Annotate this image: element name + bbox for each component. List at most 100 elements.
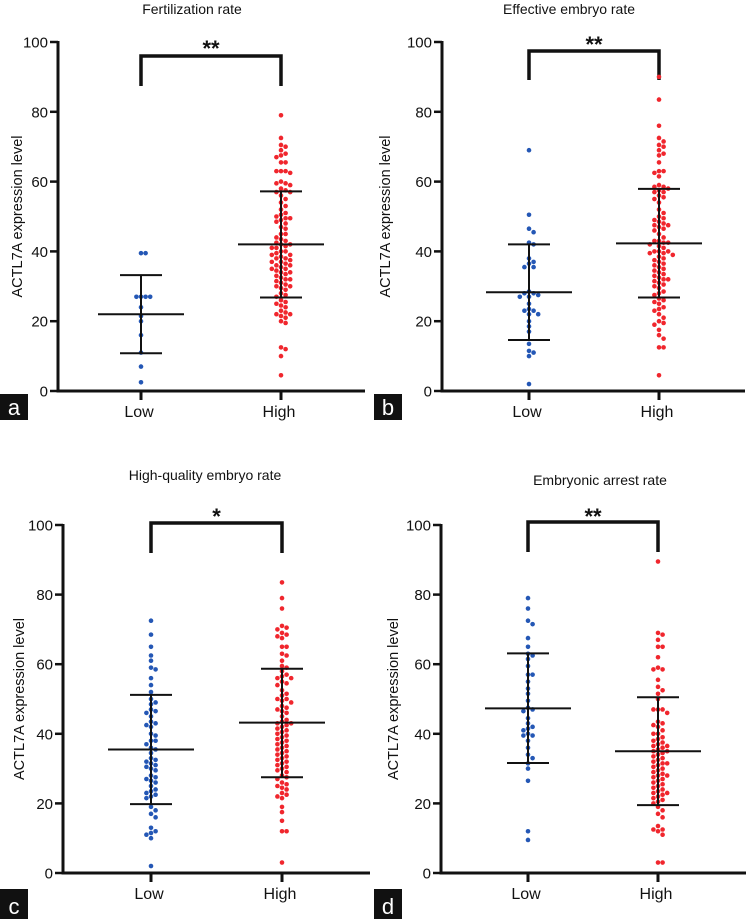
data-point-high: [284, 705, 289, 710]
data-point-high: [660, 667, 665, 672]
data-point-high: [660, 721, 665, 726]
data-point-high: [652, 170, 657, 176]
data-point-high: [661, 226, 666, 232]
data-point-high: [656, 318, 662, 324]
data-point-high: [656, 332, 662, 338]
data-point-high: [279, 623, 285, 629]
data-point-high: [661, 256, 666, 261]
data-point-high: [275, 682, 280, 688]
data-point-low: [153, 787, 158, 792]
data-point-high: [284, 738, 289, 744]
data-point-high: [660, 688, 665, 693]
data-point-high: [283, 181, 288, 186]
data-point-high: [287, 277, 293, 282]
data-point-low: [153, 667, 158, 672]
data-point-high: [269, 245, 275, 251]
y-tick-label: 20: [31, 314, 48, 331]
data-point-low: [531, 264, 536, 270]
data-point-high: [660, 781, 665, 787]
data-point-high: [283, 249, 288, 254]
data-point-low: [530, 672, 535, 677]
data-point-high: [670, 252, 676, 258]
data-point-high: [651, 769, 656, 775]
data-point-high: [283, 320, 288, 326]
data-point-high: [278, 303, 284, 308]
data-point-low: [153, 738, 158, 744]
data-point-high: [660, 771, 665, 777]
y-tick-label: 60: [36, 657, 53, 674]
data-point-high: [651, 754, 656, 759]
data-point-high: [274, 214, 279, 219]
data-point-high: [278, 160, 284, 165]
data-point-low: [526, 212, 532, 218]
data-point-high: [652, 263, 657, 268]
data-point-high: [651, 667, 656, 672]
data-point-low: [144, 722, 149, 728]
data-point-high: [660, 745, 665, 751]
data-point-low: [144, 790, 149, 796]
data-point-high: [656, 97, 662, 102]
data-point-high: [652, 308, 657, 314]
y-tick-label: 40: [414, 726, 431, 743]
data-point-high: [283, 160, 288, 165]
panel-c: High-quality embryo rate ACTL7A expressio…: [0, 467, 370, 919]
data-point-low: [144, 759, 149, 764]
data-point-high: [652, 217, 657, 223]
data-point-high: [279, 809, 285, 815]
data-point-high: [651, 738, 656, 744]
data-point-high: [287, 263, 293, 268]
data-point-high: [283, 299, 288, 305]
data-point-high: [278, 153, 284, 158]
data-point-low: [525, 778, 531, 784]
data-point-high: [283, 315, 288, 321]
significance-label: **: [585, 32, 603, 57]
significance-label: *: [212, 504, 221, 529]
x-tick-label: High: [641, 404, 674, 421]
data-point-high: [655, 677, 661, 683]
data-point-high: [284, 653, 289, 658]
data-point-high: [660, 755, 665, 761]
significance-bracket: [139, 54, 283, 86]
data-point-high: [661, 144, 666, 149]
data-point-high: [660, 797, 665, 803]
data-point-high: [283, 282, 288, 287]
data-point-high: [656, 301, 662, 307]
data-point-low: [153, 708, 158, 714]
data-point-high: [278, 318, 284, 324]
data-point-high: [660, 776, 665, 782]
data-point-high: [275, 768, 280, 773]
data-point-high: [651, 790, 656, 796]
panel-d: Embryonic arrest rate ACTL7A expression l…: [374, 472, 746, 919]
data-point-low: [153, 768, 158, 773]
data-point-high: [655, 630, 661, 636]
data-point-low: [525, 635, 531, 641]
data-point-high: [661, 195, 666, 200]
data-point-high: [283, 287, 288, 293]
data-point-high: [283, 256, 288, 261]
data-point-high: [656, 153, 662, 158]
y-axis-label: ACTL7A expression level: [10, 136, 26, 298]
data-point-high: [283, 215, 288, 221]
data-point-high: [274, 250, 279, 256]
data-point-low: [530, 733, 535, 738]
data-point-high: [661, 266, 666, 272]
data-point-high: [283, 144, 288, 149]
data-point-high: [283, 304, 288, 310]
data-point-low: [525, 606, 531, 611]
data-point-low: [525, 644, 531, 650]
data-point-high: [652, 284, 657, 289]
data-point-high: [660, 761, 665, 766]
data-point-high: [274, 273, 279, 279]
data-point-high: [652, 273, 657, 279]
data-point-high: [279, 606, 285, 611]
data-point-high: [284, 792, 289, 797]
data-point-high: [655, 559, 661, 564]
data-point-high: [661, 221, 666, 226]
data-point-high: [284, 787, 289, 792]
chart-title: Embryonic arrest rate: [533, 472, 667, 488]
y-tick-label: 20: [36, 796, 53, 813]
data-point-high: [284, 672, 289, 677]
data-point-low: [153, 828, 158, 834]
data-point-low: [147, 294, 153, 300]
data-point-high: [651, 827, 656, 832]
